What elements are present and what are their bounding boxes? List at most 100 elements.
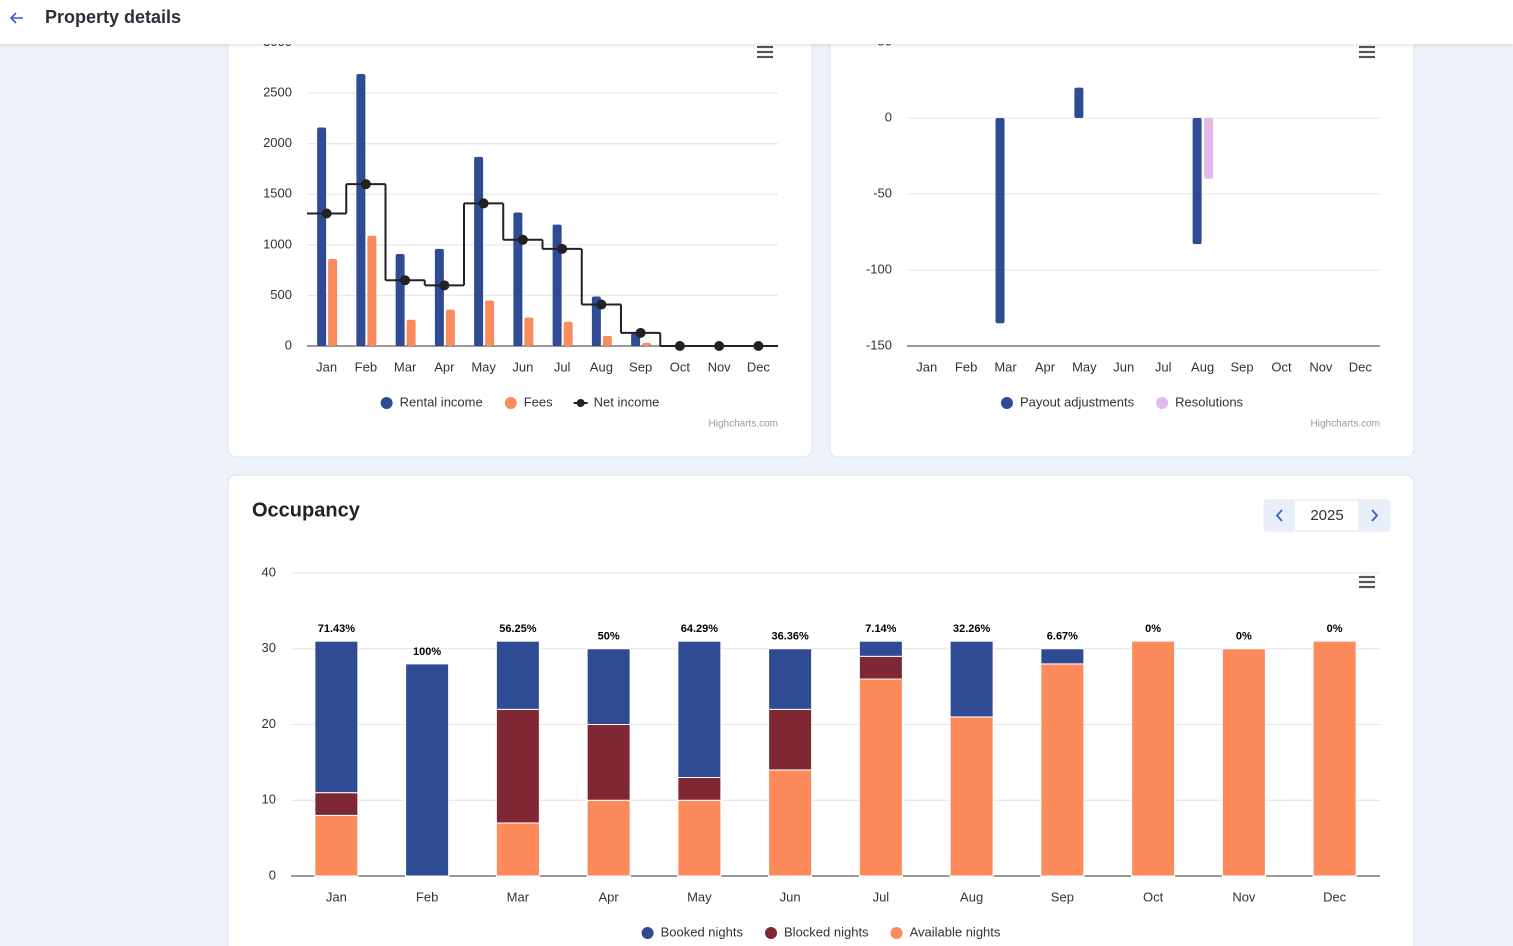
next-year[interactable] — [1358, 500, 1390, 531]
point — [478, 198, 489, 209]
bar-segment — [586, 724, 631, 801]
x-tick-label: Aug — [590, 359, 613, 374]
bar-segment — [1131, 640, 1176, 877]
credits: Highcharts.com — [709, 419, 778, 430]
header: Property details — [0, 0, 1513, 44]
legend-item[interactable]: Rental income — [380, 394, 483, 409]
bar-segment — [314, 640, 359, 794]
legend-label: Booked nights — [661, 924, 744, 939]
bar — [317, 127, 327, 346]
y-tick-label: 0 — [885, 109, 892, 124]
bar-segment — [314, 814, 359, 877]
back-button[interactable] — [9, 11, 25, 25]
x-tick-label: Mar — [994, 359, 1017, 374]
legend: Rental income Fees Net income — [380, 394, 660, 409]
legend-symbol — [1156, 397, 1169, 409]
year-selector: 2025 — [1263, 499, 1391, 532]
chart-title: Occupancy — [252, 499, 361, 521]
x-tick-label: May — [1072, 359, 1097, 374]
x-tick-label: Jul — [1155, 359, 1172, 374]
x-tick-label: Nov — [1309, 359, 1333, 374]
x-tick-label: Feb — [955, 359, 977, 374]
chart-menu[interactable] — [1359, 45, 1375, 59]
bar — [552, 224, 562, 346]
legend-symbol — [641, 927, 654, 939]
bar — [367, 235, 377, 346]
y-tick-label: 1000 — [263, 236, 292, 251]
bar — [434, 248, 444, 346]
prev-year[interactable] — [1264, 500, 1295, 531]
legend-label: Available nights — [910, 924, 1001, 939]
legend-label: Fees — [524, 394, 553, 409]
stack-label: 71.43% — [318, 623, 356, 635]
bar — [642, 342, 652, 346]
x-tick-label: Jul — [873, 889, 890, 904]
x-tick-label: Jun — [1113, 359, 1134, 374]
point — [674, 341, 685, 351]
legend-item[interactable]: Resolutions — [1156, 394, 1244, 409]
legend-symbol — [1000, 397, 1013, 409]
legend: Booked nights Blocked nights Available nig… — [641, 924, 1001, 939]
y-tick-label: -50 — [873, 185, 892, 200]
legend-item[interactable]: Blocked nights — [765, 924, 869, 939]
legend-label: Rental income — [400, 394, 483, 409]
legend-item[interactable]: Available nights — [890, 924, 1001, 939]
chart-menu[interactable] — [1359, 575, 1375, 589]
stack-label: 100% — [413, 646, 441, 658]
x-tick-label: Jun — [512, 359, 533, 374]
x-tick-label: Mar — [394, 359, 417, 374]
x-tick-label: Apr — [1035, 359, 1056, 374]
stack-label: 56.25% — [499, 623, 537, 635]
legend-label: Net income — [594, 394, 660, 409]
point — [557, 243, 568, 254]
point — [360, 179, 371, 190]
x-tick-label: May — [471, 359, 496, 374]
credits: Highcharts.com — [1311, 419, 1380, 430]
bar — [395, 253, 405, 346]
point — [596, 299, 607, 310]
bar-segment — [858, 640, 903, 657]
x-tick-label: Apr — [434, 359, 455, 374]
bar-segment — [495, 822, 540, 877]
bar-segment — [768, 769, 813, 877]
legend-label: Blocked nights — [784, 924, 869, 939]
bar — [995, 118, 1005, 324]
legend-item[interactable]: Booked nights — [641, 924, 744, 939]
bar-segment — [314, 792, 359, 816]
stack-label: 7.14% — [865, 623, 896, 635]
x-tick-label: Sep — [1230, 359, 1253, 374]
bar — [328, 259, 338, 346]
y-tick-label: 2000 — [263, 135, 292, 150]
point — [635, 327, 646, 338]
bar — [406, 319, 416, 346]
x-tick-label: Feb — [416, 889, 438, 904]
x-tick-label: Sep — [1051, 889, 1074, 904]
x-tick-label: Nov — [1232, 889, 1256, 904]
legend-item[interactable]: Net income — [573, 394, 660, 409]
legend-item[interactable]: Fees — [504, 394, 553, 409]
point — [439, 280, 450, 291]
legend-item[interactable]: Payout adjustments — [1000, 394, 1135, 409]
bar-segment — [1040, 648, 1085, 665]
chart-menu[interactable] — [757, 45, 773, 59]
bar — [1204, 118, 1214, 179]
legend-label: Payout adjustments — [1020, 394, 1135, 409]
point — [321, 208, 332, 219]
legend-label: Resolutions — [1175, 394, 1243, 409]
y-tick-label: 20 — [262, 716, 276, 731]
x-tick-label: Sep — [629, 359, 652, 374]
y-tick-label: 2500 — [263, 85, 292, 100]
stack-label: 0% — [1236, 631, 1252, 643]
legend-symbol — [576, 399, 585, 407]
bar-segment — [586, 648, 631, 725]
legend-symbol — [380, 397, 393, 409]
x-tick-label: Dec — [1323, 889, 1347, 904]
stack-label: 50% — [598, 631, 620, 643]
bar — [602, 335, 612, 346]
legend: Payout adjustments Resolutions — [1000, 394, 1244, 409]
x-tick-label: Jan — [316, 359, 337, 374]
bar — [513, 212, 523, 346]
x-tick-label: Jan — [326, 889, 347, 904]
